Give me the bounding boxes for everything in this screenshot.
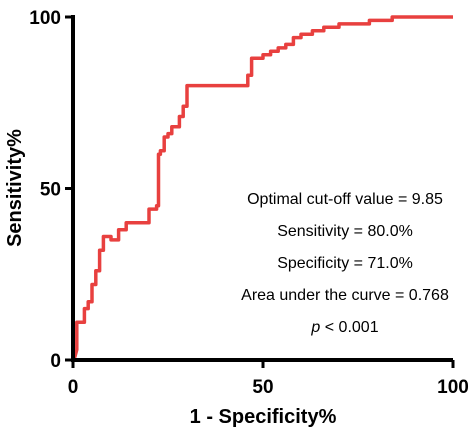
plot-area [71,15,453,361]
x-tick-label: 50 [252,377,273,398]
roc-curve-line [71,15,453,361]
annotation-specificity: Specificity = 71.0% [277,255,413,272]
p-symbol: p [310,319,320,336]
y-axis-label: Sensitivity% [4,129,26,247]
x-tick-label: 0 [68,377,79,398]
x-axis-label: 1 - Specificity% [190,406,337,428]
annotation-auc: Area under the curve = 0.768 [241,287,449,304]
annotation-sensitivity: Sensitivity = 80.0% [277,223,413,240]
axis-ticks: 0 50 100 0 50 100 [29,8,469,398]
annotation-p-value: p < 0.001 [310,319,378,336]
y-tick-label: 50 [40,180,61,201]
y-tick-label: 0 [50,351,61,372]
y-tick-label: 100 [29,8,61,29]
annotation-cutoff: Optimal cut-off value = 9.85 [247,191,443,208]
p-value-text: < 0.001 [320,319,378,336]
x-tick-label: 100 [437,377,469,398]
